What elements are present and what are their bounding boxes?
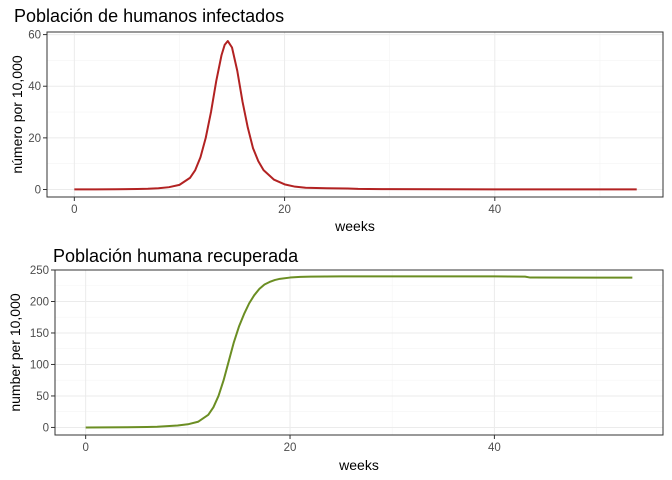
infected-chart: Población de humanos infectados 0 20 40 0 20 4…	[9, 6, 664, 234]
y-tick-label: 20	[28, 133, 41, 145]
chart-title: Población de humanos infectados	[14, 6, 284, 26]
x-axis-label: weeks	[334, 218, 375, 234]
y-axis-label: número por 10,000	[9, 55, 25, 174]
x-axis-label: weeks	[338, 457, 379, 473]
y-tick-label: 100	[30, 359, 49, 371]
y-tick-label: 40	[28, 81, 41, 93]
x-tick-label: 40	[488, 442, 501, 454]
y-tick-label: 60	[28, 30, 41, 42]
y-tick-label: 250	[30, 265, 49, 277]
gridlines	[55, 269, 663, 435]
series-line-0	[74, 40, 637, 191]
y-axis-label: number per 10,000	[7, 293, 23, 412]
series-line-0	[85, 275, 633, 429]
y-tick-label: 200	[30, 296, 49, 308]
panel-border	[54, 269, 664, 436]
y-tick-label: 150	[30, 328, 49, 340]
y-tick-label: 0	[35, 185, 41, 197]
x-tick-label: 20	[278, 204, 291, 216]
x-tick-label: 0	[82, 442, 88, 454]
panel-border	[46, 31, 664, 198]
y-tick-label: 50	[36, 391, 49, 403]
y-tick-label: 0	[43, 422, 49, 434]
x-tick-label: 40	[488, 204, 501, 216]
x-tick-label: 20	[284, 442, 297, 454]
gridlines	[47, 32, 663, 197]
recovered-chart: Población humana recuperada 0 20 40 0 50 100 15…	[7, 246, 664, 473]
chart-title: Población humana recuperada	[53, 246, 299, 266]
x-tick-label: 0	[71, 204, 77, 216]
